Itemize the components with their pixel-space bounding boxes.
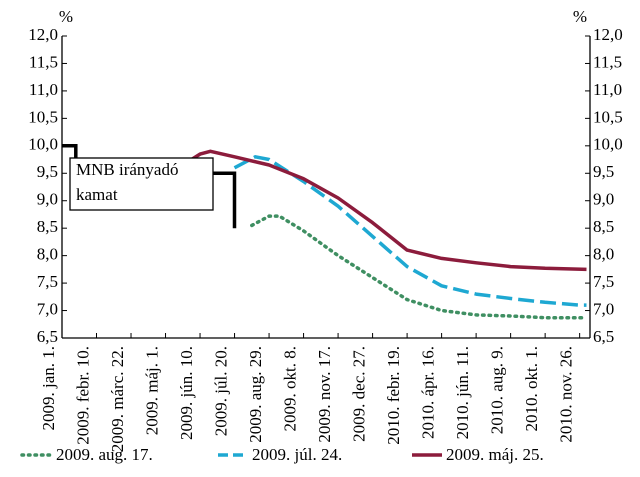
y2-tick-label: 9,5 (593, 162, 614, 181)
x-tick-label: 2010. jún. 11. (453, 346, 472, 439)
x-tick-label: 2010. nov. 26. (557, 346, 576, 443)
x-tick-label: 2009. okt. 8. (280, 346, 299, 431)
x-tick-label: 2009. aug. 29. (246, 346, 265, 443)
y-tick-label: 6,5 (37, 327, 58, 346)
y2-tick-label: 8,5 (593, 217, 614, 236)
y-tick-label: 11,0 (29, 80, 58, 99)
y-unit: % (59, 7, 73, 26)
x-tick-label: 2009. jún. 10. (177, 346, 196, 440)
y2-tick-label: 11,0 (593, 80, 622, 99)
y2-tick-label: 7,0 (593, 299, 614, 318)
x-tick-label: 2010. aug. 9. (488, 346, 507, 434)
legend-label: 2009. aug. 17. (56, 445, 153, 464)
x-tick-label: 2009. márc. 22. (108, 346, 127, 452)
annotation-box (69, 157, 214, 211)
y2-unit: % (573, 7, 587, 26)
x-tick-label: 2009. nov. 17. (315, 346, 334, 443)
x-tick-label: 2009. febr. 10. (73, 346, 92, 445)
y2-tick-label: 9,0 (593, 190, 614, 209)
y-tick-label: 11,5 (29, 52, 58, 71)
y-tick-label: 9,5 (37, 162, 58, 181)
legend-label: 2009. máj. 25. (446, 445, 544, 464)
y-tick-label: 10,0 (28, 135, 58, 154)
x-tick-label: 2009. jan. 1. (39, 346, 58, 431)
annotation-text: MNB irányadó (76, 160, 178, 179)
x-tick-label: 2010. febr. 19. (384, 346, 403, 445)
y-tick-label: 8,0 (37, 245, 58, 264)
y-tick-label: 7,0 (37, 299, 58, 318)
x-tick-label: 2010. okt. 1. (522, 346, 541, 431)
y-tick-label: 9,0 (37, 190, 58, 209)
y2-tick-label: 10,0 (593, 135, 623, 154)
y2-tick-label: 8,0 (593, 245, 614, 264)
y2-tick-label: 7,5 (593, 272, 614, 291)
y-tick-label: 7,5 (37, 272, 58, 291)
y2-tick-label: 11,5 (593, 52, 622, 71)
x-tick-label: 2010. ápr. 16. (419, 346, 438, 439)
series-line (181, 149, 587, 272)
y-tick-label: 10,5 (28, 107, 58, 126)
series-line (250, 214, 589, 320)
annotation-text: kamat (76, 185, 118, 204)
legend-label: 2009. júl. 24. (252, 445, 342, 464)
x-tick-label: 2009. máj. 1. (142, 346, 161, 435)
y2-tick-label: 10,5 (593, 107, 623, 126)
y2-tick-label: 12,0 (593, 25, 623, 44)
y2-tick-label: 6,5 (593, 327, 614, 346)
x-tick-label: 2009. júl. 20. (211, 346, 230, 436)
y-tick-label: 8,5 (37, 217, 58, 236)
y-tick-label: 12,0 (28, 25, 58, 44)
x-tick-label: 2009. dec. 27. (349, 346, 368, 442)
series-line (233, 155, 587, 307)
